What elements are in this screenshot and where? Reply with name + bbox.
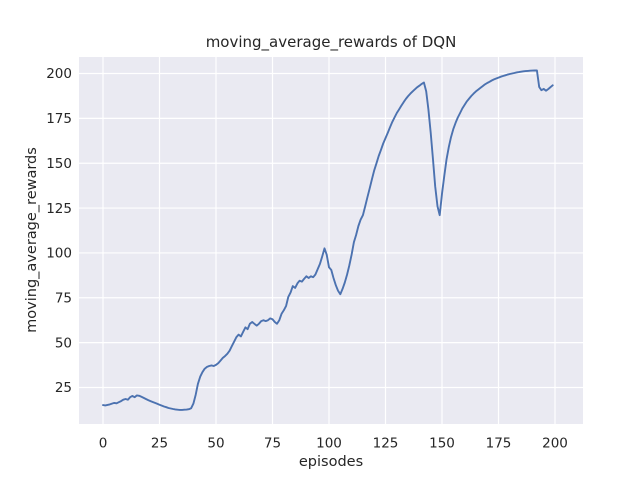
y-tick-label: 150 [46, 156, 72, 172]
reward-line [102, 69, 554, 411]
y-tick-label: 75 [55, 290, 72, 306]
y-axis-label: moving_average_rewards [24, 147, 40, 333]
axes-background [79, 57, 583, 424]
x-tick-label: 150 [429, 436, 455, 452]
x-tick-label: 0 [99, 436, 108, 452]
y-tick-label: 200 [46, 66, 72, 82]
gridlines [79, 57, 583, 424]
y-tick-label: 100 [46, 246, 72, 262]
y-tick-label: 50 [55, 335, 72, 351]
x-tick-label: 100 [316, 436, 342, 452]
x-tick-label: 200 [542, 436, 568, 452]
y-tick-label: 175 [46, 111, 72, 127]
x-tick-label: 75 [264, 436, 281, 452]
x-tick-label: 25 [151, 436, 168, 452]
series-line [102, 69, 554, 411]
x-tick-label: 175 [486, 436, 512, 452]
tick-labels: 0 25 50 75 100 125 150 175 200 25 50 75 100 125 150 175… [46, 66, 568, 451]
x-tick-label: 50 [207, 436, 224, 452]
x-axis-label: episodes [299, 454, 363, 470]
x-tick-label: 125 [373, 436, 399, 452]
y-tick-label: 125 [46, 201, 72, 217]
y-tick-label: 25 [55, 380, 72, 396]
chart-title: moving_average_rewards of DQN [206, 33, 457, 52]
